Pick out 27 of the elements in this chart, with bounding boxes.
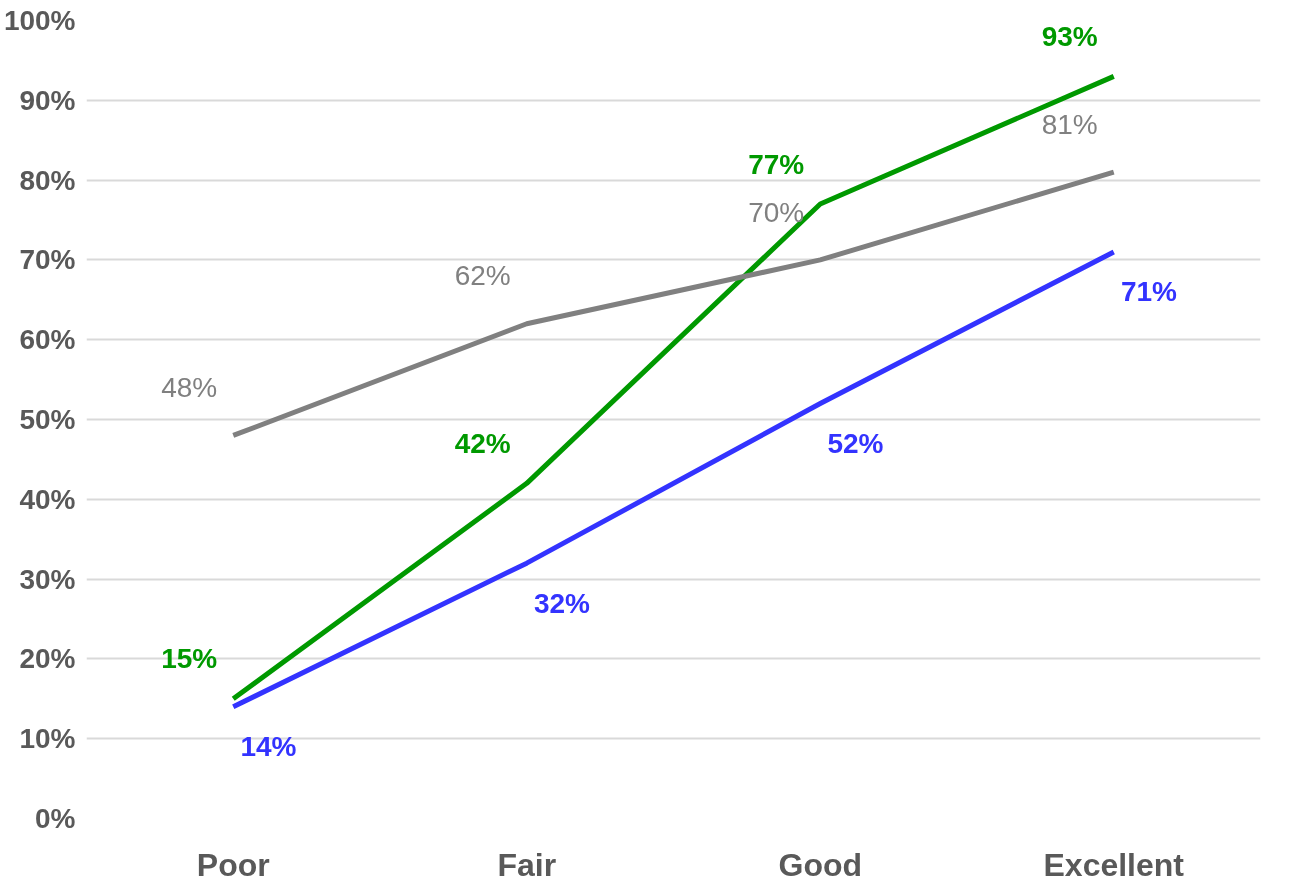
x-tick-label: Excellent [1043, 846, 1185, 883]
data-label: 62% [454, 260, 511, 292]
data-label: 77% [748, 148, 805, 180]
data-label: 70% [748, 196, 805, 228]
x-tick-label: Good [778, 846, 863, 883]
data-label: 32% [533, 587, 591, 619]
y-tick-label: 30% [19, 563, 76, 595]
data-label: 42% [454, 427, 511, 459]
y-tick-label: 100% [3, 5, 76, 36]
y-tick-label: 60% [19, 324, 76, 356]
data-label: 52% [827, 427, 884, 459]
data-label: 81% [1041, 108, 1098, 140]
data-label: 93% [1041, 20, 1098, 52]
y-tick-label: 90% [19, 84, 76, 116]
y-tick-label: 80% [19, 164, 76, 196]
y-tick-label: 0% [35, 803, 76, 834]
y-tick-label: 10% [19, 723, 76, 755]
data-label: 48% [161, 372, 218, 404]
data-label: 14% [240, 731, 297, 763]
data-label: 71% [1120, 276, 1178, 308]
x-tick-label: Poor [196, 846, 270, 883]
y-tick-label: 70% [19, 244, 76, 276]
y-tick-label: 50% [19, 404, 76, 435]
y-tick-label: 40% [19, 483, 76, 515]
data-label: 15% [161, 643, 218, 675]
x-tick-label: Fair [497, 846, 557, 883]
y-tick-label: 20% [19, 643, 76, 675]
